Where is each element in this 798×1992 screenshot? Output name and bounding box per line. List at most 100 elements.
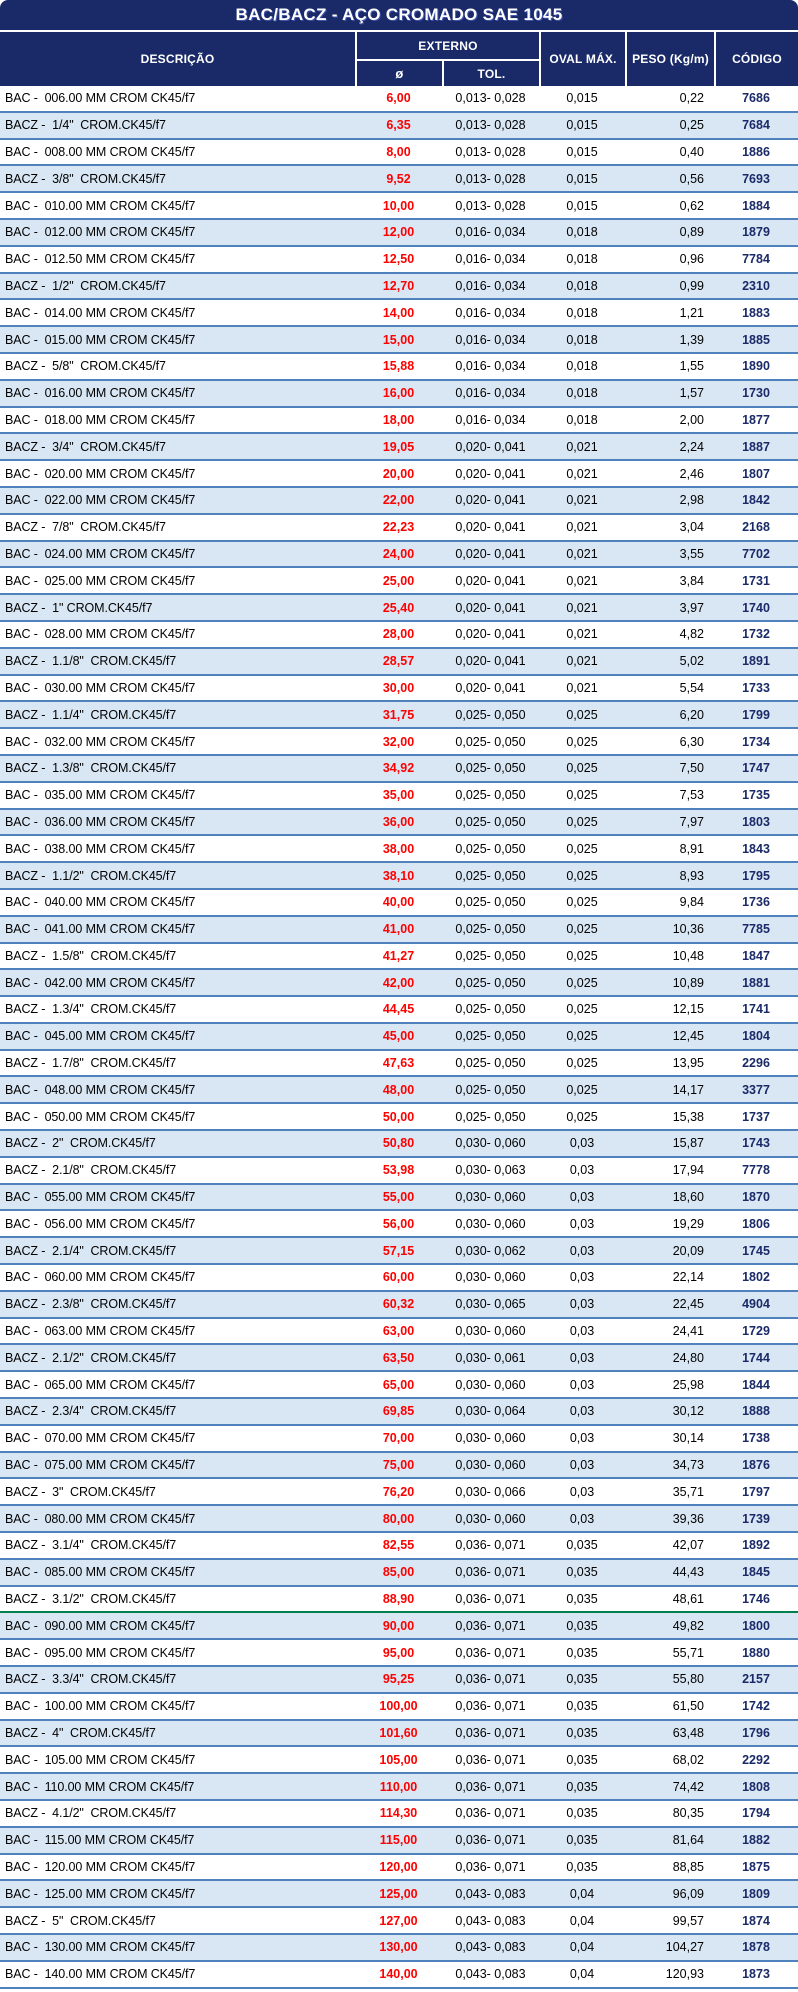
cell-oval-max: 0,025 [566,841,598,856]
cell-peso: 10,48 [672,948,704,963]
cell-tol: 0,025- 0,050 [455,734,526,749]
cell-descricao: BACZ - 2.3/8" CROM.CK45/f7 [5,1297,177,1312]
cell-codigo: 1885 [742,332,770,347]
cell-descricao: BACZ - 3.3/4" CROM.CK45/f7 [5,1672,177,1687]
cell-oval-max: 0,025 [566,1029,598,1044]
cell-peso: 10,36 [672,922,704,937]
cell-diametro: 57,15 [382,1243,415,1258]
cell-diametro: 31,75 [382,707,415,722]
table-row: BAC - 045.00 MM CROM CK45/f7 45,00 0,025… [0,1023,798,1051]
cell-codigo: 1884 [742,198,770,213]
cell-oval-max: 0,025 [566,814,598,829]
cell-diametro: 44,45 [382,1002,415,1017]
cell-codigo: 1842 [742,493,770,508]
cell-diametro: 12,70 [382,278,415,293]
cell-codigo: 1847 [742,948,770,963]
cell-tol: 0,030- 0,060 [455,1431,526,1446]
cell-tol: 0,036- 0,071 [455,1672,526,1687]
cell-tol: 0,043- 0,083 [455,1967,526,1982]
cell-tol: 0,030- 0,060 [455,1458,526,1473]
cell-tol: 0,036- 0,071 [455,1538,526,1553]
cell-diametro: 50,80 [382,1136,415,1151]
cell-peso: 55,80 [672,1672,704,1687]
cell-tol: 0,025- 0,050 [455,948,526,963]
table-row: BAC - 055.00 MM CROM CK45/f7 55,00 0,030… [0,1184,798,1212]
cell-descricao: BACZ - 1/2" CROM.CK45/f7 [5,278,166,293]
cell-descricao: BACZ - 2.1/8" CROM.CK45/f7 [5,1163,177,1178]
cell-oval-max: 0,03 [569,1270,595,1285]
cell-peso: 10,89 [672,975,704,990]
cell-codigo: 3377 [742,1082,770,1097]
cell-descricao: BAC - 036.00 MM CROM CK45/f7 [5,814,196,829]
cell-codigo: 1892 [742,1538,770,1553]
cell-oval-max: 0,025 [566,868,598,883]
cell-codigo: 1740 [742,600,770,615]
table-row: BAC - 120.00 MM CROM CK45/f7 120,00 0,03… [0,1854,798,1882]
table-row: BACZ - 5/8" CROM.CK45/f7 15,88 0,016- 0,… [0,353,798,381]
cell-peso: 8,91 [679,841,704,856]
cell-oval-max: 0,035 [566,1779,598,1794]
cell-tol: 0,025- 0,050 [455,922,526,937]
cell-oval-max: 0,03 [569,1458,595,1473]
table-row: BACZ - 2.3/4" CROM.CK45/f7 69,85 0,030- … [0,1399,798,1426]
cell-diametro: 16,00 [382,386,415,401]
table-row: BAC - 032.00 MM CROM CK45/f7 32,00 0,025… [0,729,798,756]
cell-descricao: BACZ - 3.1/4" CROM.CK45/f7 [5,1538,177,1553]
cell-codigo: 7785 [742,922,770,937]
cell-codigo: 1874 [742,1913,770,1928]
cell-oval-max: 0,015 [566,91,598,106]
cell-tol: 0,036- 0,071 [455,1592,526,1607]
table-row: BACZ - 1" CROM.CK45/f7 25,40 0,020- 0,04… [0,595,798,622]
table-body: BAC - 006.00 MM CROM CK45/f7 6,00 0,013-… [0,86,798,1989]
cell-peso: 96,09 [672,1886,704,1901]
cell-codigo: 1870 [742,1190,770,1205]
cell-descricao: BACZ - 1" CROM.CK45/f7 [5,600,153,615]
cell-diametro: 28,57 [382,654,415,669]
cell-peso: 12,45 [672,1029,704,1044]
cell-codigo: 1735 [742,788,770,803]
cell-descricao: BAC - 130.00 MM CROM CK45/f7 [5,1940,196,1955]
cell-peso: 44,43 [672,1565,704,1580]
cell-tol: 0,030- 0,060 [455,1324,526,1339]
cell-descricao: BACZ - 3/4" CROM.CK45/f7 [5,439,166,454]
cell-oval-max: 0,035 [566,1699,598,1714]
table-row: BACZ - 1.1/2" CROM.CK45/f7 38,10 0,025- … [0,863,798,890]
table-row: BAC - 022.00 MM CROM CK45/f7 22,00 0,020… [0,487,798,515]
table-row: BACZ - 3.1/2" CROM.CK45/f7 88,90 0,036- … [0,1586,798,1614]
cell-oval-max: 0,035 [566,1833,598,1848]
cell-descricao: BAC - 115.00 MM CROM CK45/f7 [5,1833,195,1848]
table-row: BACZ - 1/4" CROM.CK45/f7 6,35 0,013- 0,0… [0,112,798,140]
cell-diametro: 36,00 [382,814,415,829]
cell-oval-max: 0,018 [566,305,598,320]
cell-diametro: 40,00 [382,895,415,910]
cell-diametro: 65,00 [382,1377,415,1392]
cell-diametro: 105,00 [379,1752,418,1767]
cell-descricao: BACZ - 1.3/4" CROM.CK45/f7 [5,1002,177,1017]
cell-peso: 42,07 [672,1538,704,1553]
cell-codigo: 1729 [742,1324,770,1339]
cell-diametro: 9,52 [386,171,411,186]
cell-tol: 0,016- 0,034 [455,278,526,293]
table-row: BAC - 060.00 MM CROM CK45/f7 60,00 0,030… [0,1265,798,1292]
cell-tol: 0,025- 0,050 [455,707,526,722]
cell-tol: 0,043- 0,083 [455,1886,526,1901]
cell-codigo: 1803 [742,814,770,829]
cell-peso: 24,41 [672,1324,704,1339]
cell-oval-max: 0,03 [569,1136,595,1151]
cell-codigo: 1745 [742,1243,770,1258]
table-row: BACZ - 4" CROM.CK45/f7 101,60 0,036- 0,0… [0,1720,798,1748]
cell-diametro: 30,00 [382,680,415,695]
cell-peso: 22,45 [672,1297,704,1312]
cell-tol: 0,036- 0,071 [455,1779,526,1794]
cell-oval-max: 0,018 [566,386,598,401]
cell-peso: 80,35 [672,1806,704,1821]
cell-descricao: BACZ - 1.1/2" CROM.CK45/f7 [5,868,177,883]
cell-tol: 0,036- 0,071 [455,1565,526,1580]
cell-codigo: 1747 [742,761,770,776]
table-row: BAC - 006.00 MM CROM CK45/f7 6,00 0,013-… [0,86,798,113]
cell-oval-max: 0,035 [566,1592,598,1607]
table-row: BAC - 100.00 MM CROM CK45/f7 100,00 0,03… [0,1693,798,1721]
cell-diametro: 41,27 [382,948,415,963]
cell-oval-max: 0,025 [566,1002,598,1017]
cell-oval-max: 0,025 [566,1056,598,1071]
